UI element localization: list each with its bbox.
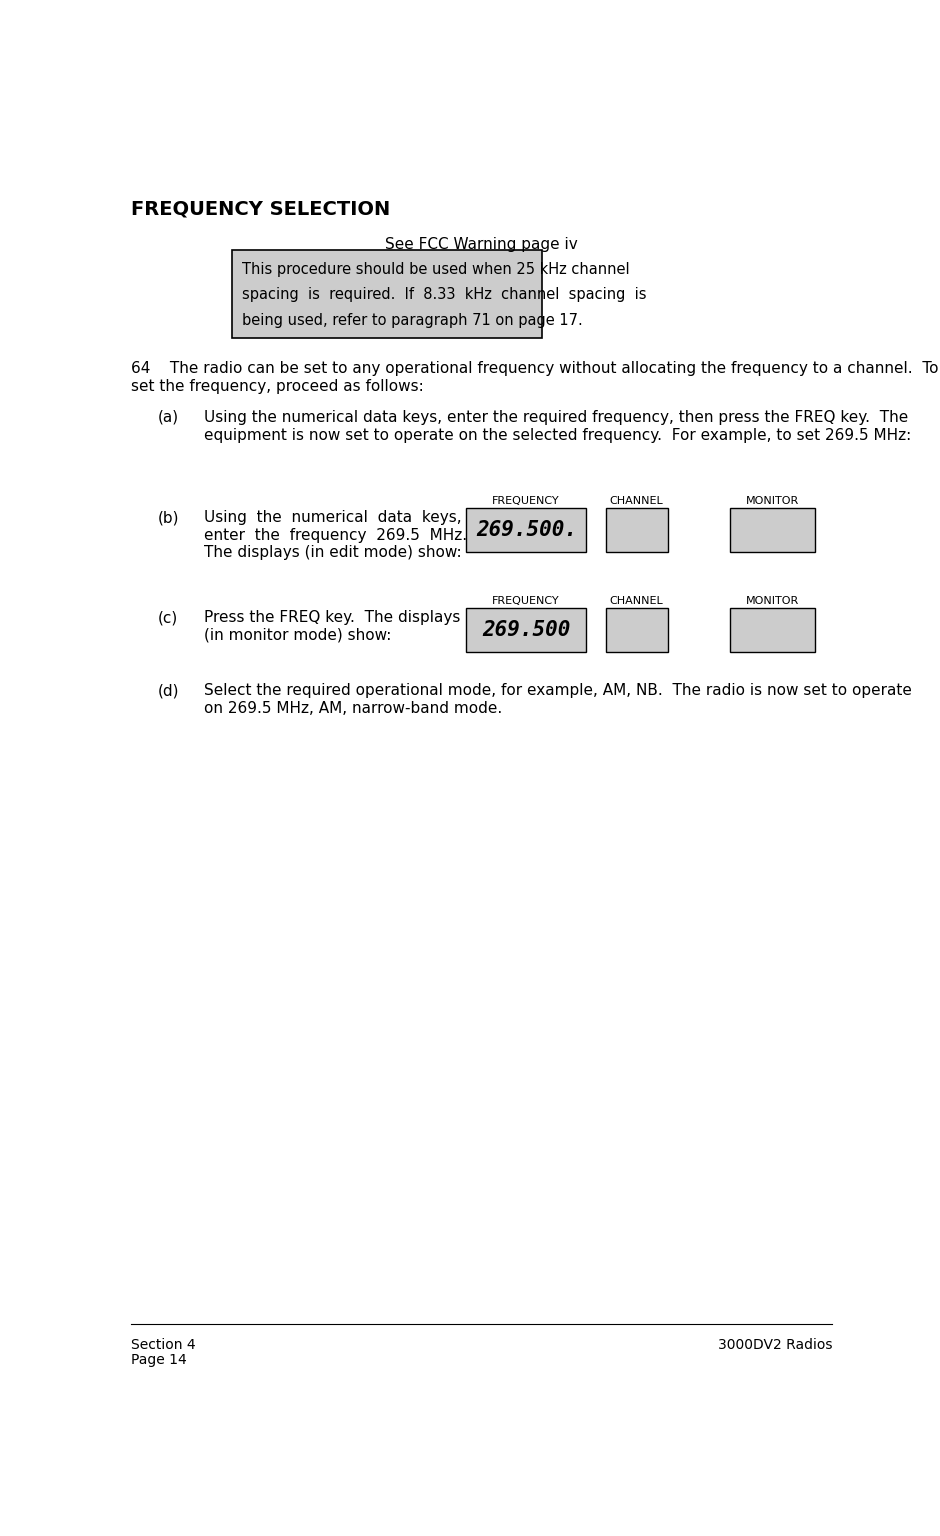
Text: 269.500.: 269.500. bbox=[476, 521, 577, 541]
Bar bbox=[605, 608, 667, 653]
Bar bbox=[232, 250, 542, 338]
Text: 64    The radio can be set to any operational frequency without allocating the f: 64 The radio can be set to any operation… bbox=[132, 361, 939, 376]
Text: being used, refer to paragraph 71 on page 17.: being used, refer to paragraph 71 on pag… bbox=[242, 313, 582, 327]
Text: enter  the  frequency  269.5  MHz.: enter the frequency 269.5 MHz. bbox=[204, 528, 467, 542]
Text: (c): (c) bbox=[158, 610, 178, 625]
Text: (a): (a) bbox=[158, 410, 179, 425]
Text: FREQUENCY: FREQUENCY bbox=[493, 496, 559, 507]
Text: (d): (d) bbox=[158, 684, 180, 699]
Bar bbox=[729, 508, 815, 553]
Text: Page 14: Page 14 bbox=[132, 1353, 187, 1367]
Text: (in monitor mode) show:: (in monitor mode) show: bbox=[204, 628, 392, 644]
Text: 269.500: 269.500 bbox=[482, 621, 571, 641]
Text: (b): (b) bbox=[158, 510, 180, 525]
Text: MONITOR: MONITOR bbox=[745, 496, 799, 507]
Bar bbox=[466, 608, 587, 653]
Text: The displays (in edit mode) show:: The displays (in edit mode) show: bbox=[204, 545, 462, 561]
Text: CHANNEL: CHANNEL bbox=[610, 596, 664, 607]
Text: equipment is now set to operate on the selected frequency.  For example, to set : equipment is now set to operate on the s… bbox=[204, 427, 912, 442]
Text: MONITOR: MONITOR bbox=[745, 596, 799, 607]
Text: Section 4: Section 4 bbox=[132, 1338, 196, 1352]
Text: Using  the  numerical  data  keys,: Using the numerical data keys, bbox=[204, 510, 462, 525]
Bar bbox=[466, 508, 587, 553]
Bar bbox=[605, 508, 667, 553]
Text: This procedure should be used when 25 kHz channel: This procedure should be used when 25 kH… bbox=[242, 263, 629, 276]
Text: Press the FREQ key.  The displays: Press the FREQ key. The displays bbox=[204, 610, 461, 625]
Text: Select the required operational mode, for example, AM, NB.  The radio is now set: Select the required operational mode, fo… bbox=[204, 684, 912, 699]
Text: See FCC Warning page iv: See FCC Warning page iv bbox=[385, 237, 578, 252]
Text: FREQUENCY SELECTION: FREQUENCY SELECTION bbox=[132, 200, 391, 218]
Text: CHANNEL: CHANNEL bbox=[610, 496, 664, 507]
Text: Using the numerical data keys, enter the required frequency, then press the FREQ: Using the numerical data keys, enter the… bbox=[204, 410, 909, 425]
Text: FREQUENCY: FREQUENCY bbox=[493, 596, 559, 607]
Text: on 269.5 MHz, AM, narrow-band mode.: on 269.5 MHz, AM, narrow-band mode. bbox=[204, 700, 503, 716]
Bar bbox=[729, 608, 815, 653]
Text: 3000DV2 Radios: 3000DV2 Radios bbox=[717, 1338, 832, 1352]
Text: set the frequency, proceed as follows:: set the frequency, proceed as follows: bbox=[132, 379, 424, 395]
Text: spacing  is  required.  If  8.33  kHz  channel  spacing  is: spacing is required. If 8.33 kHz channel… bbox=[242, 287, 646, 303]
